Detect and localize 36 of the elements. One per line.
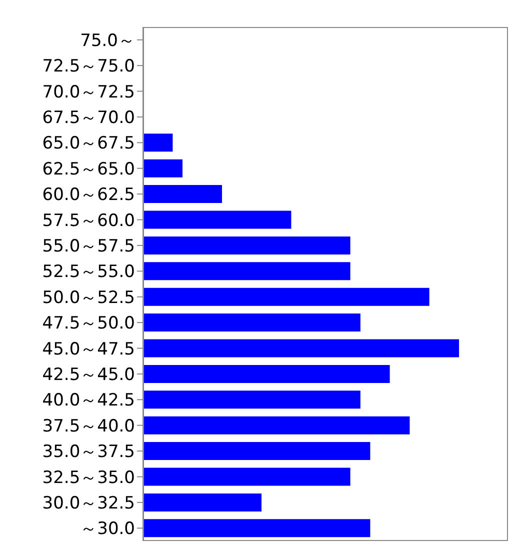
y-tick-label: 65.0～67.5 [42,134,135,154]
bar [143,210,292,229]
y-tick-label: 62.5～65.0 [42,159,135,180]
y-tick-label: 60.0～62.5 [42,185,135,206]
bar [143,134,173,152]
y-tick-label: 30.0～32.5 [42,493,135,514]
bar [143,236,350,254]
y-tick-label: 52.5～55.0 [42,262,135,282]
bar [143,390,360,409]
y-tick-label: 67.5～70.0 [42,108,135,128]
y-tick-label: 40.0～42.5 [42,390,135,411]
bar [143,185,222,204]
y-tick-label: 55.0～57.5 [42,236,135,256]
bar [143,364,390,383]
bar [143,493,262,512]
y-tick-label: ～30.0 [80,519,135,540]
bar [143,159,182,178]
bar [143,442,370,460]
y-tick-label: 42.5～45.0 [42,364,135,385]
y-tick-label: 70.0～72.5 [42,82,135,102]
y-tick-label: 32.5～35.0 [42,468,135,488]
bar [143,262,350,280]
bar [143,288,430,306]
bar [143,416,410,434]
y-tick-label: 47.5～50.0 [42,314,135,334]
y-tick-label: 35.0～37.5 [42,442,135,462]
y-tick-label: 37.5～40.0 [42,416,135,436]
bar [143,468,350,486]
y-tick-label: 75.0～ [80,30,135,51]
bar [143,519,370,538]
bar [143,339,460,358]
y-tick-label: 57.5～60.0 [42,210,135,231]
y-tick-label: 45.0～47.5 [42,339,135,360]
bar [143,314,360,332]
y-tick-label: 50.0～52.5 [42,288,135,308]
y-tick-label: 72.5～75.0 [42,56,135,77]
